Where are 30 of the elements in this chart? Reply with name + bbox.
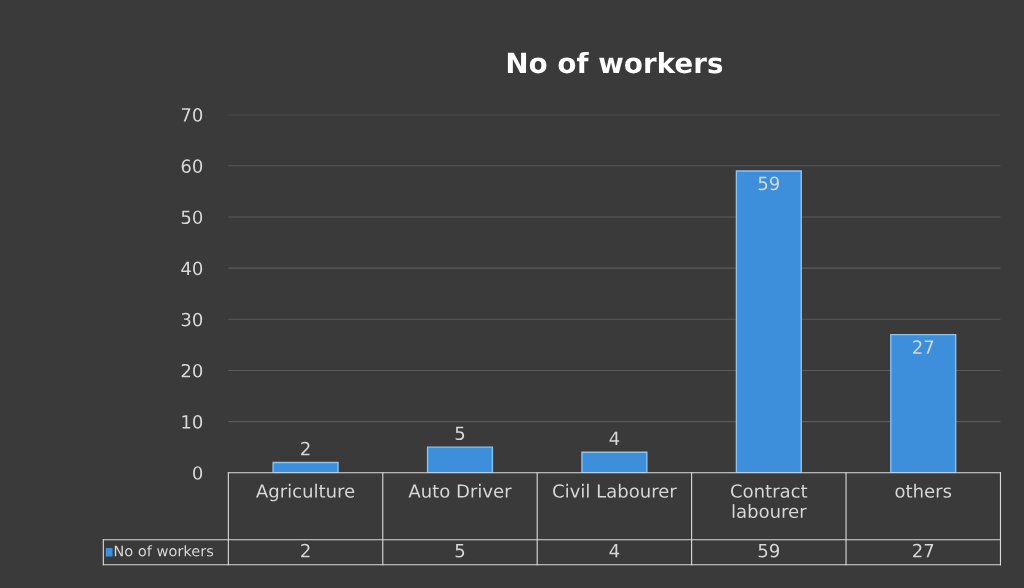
y-tick-label: 0 (193, 466, 203, 480)
text: 27 (913, 543, 934, 558)
data-label: 27 (913, 340, 934, 354)
data-label: 4 (609, 431, 620, 445)
text: 2 (301, 543, 310, 558)
bar (735, 170, 802, 473)
x-tick-label: Civil Labourer (553, 483, 677, 498)
bar (890, 333, 957, 473)
data-label: 5 (455, 426, 465, 441)
x-tick-label: others (895, 483, 952, 498)
y-tick-label: 60 (181, 159, 203, 173)
x-tick-label: Contract labourer (731, 484, 808, 519)
y-tick-label: 40 (181, 261, 203, 276)
legend-label: No of workers (114, 545, 214, 557)
bar (426, 446, 494, 473)
text: 5 (455, 544, 465, 558)
bar (272, 461, 339, 473)
y-tick-label: 50 (181, 210, 203, 225)
bar (581, 451, 648, 473)
y-tick-label: 70 (181, 108, 203, 122)
x-tick-label: Agriculture (256, 483, 355, 502)
text: 59 (758, 543, 780, 558)
data-label: 59 (758, 176, 780, 191)
x-tick-label: Auto Driver (408, 483, 512, 498)
text: 4 (609, 544, 620, 558)
chart-title: No of workers (507, 51, 723, 74)
y-tick-label: 10 (182, 415, 203, 429)
y-tick-label: 20 (181, 363, 203, 378)
y-tick-label: 30 (181, 312, 203, 327)
data-label: 2 (301, 441, 310, 456)
